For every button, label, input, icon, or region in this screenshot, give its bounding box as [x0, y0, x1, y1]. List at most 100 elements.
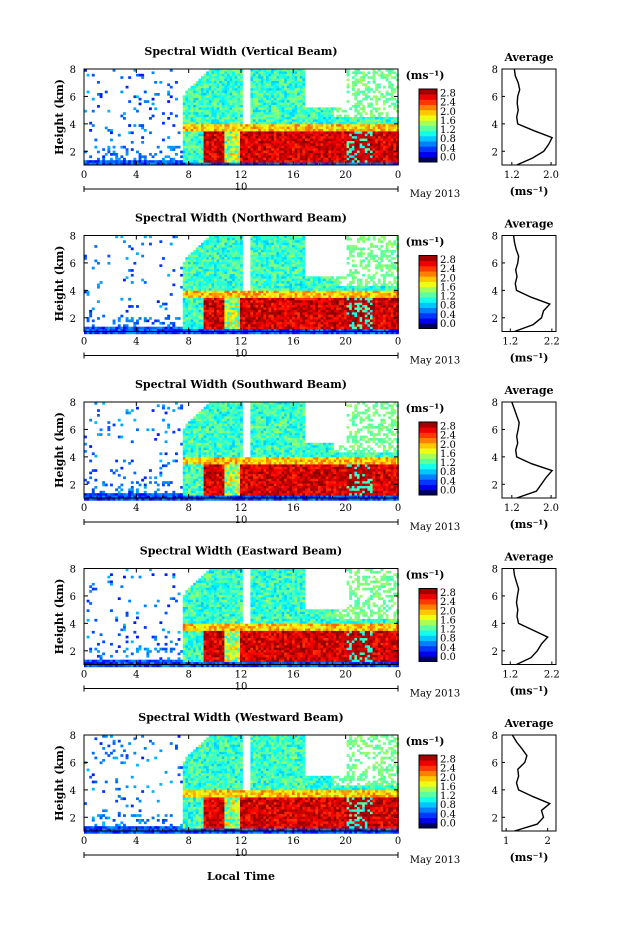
x-tick-label: 16 — [287, 503, 300, 514]
colorbar-tick-label: 1.2 — [440, 791, 456, 802]
colorbar-tick-label: 2.8 — [440, 422, 456, 433]
y-tick-label: 8 — [70, 565, 76, 576]
colorbar-tick-label: 2.4 — [440, 597, 456, 608]
x-axis-label: Local Time — [207, 870, 275, 883]
profile-y-tick-label: 2 — [492, 147, 498, 158]
profile-unit: (ms⁻¹) — [510, 518, 549, 531]
colorbar-band — [419, 781, 437, 787]
colorbar-band — [419, 604, 437, 610]
panel-title: Spectral Width (Eastward Beam) — [140, 545, 342, 558]
y-tick-label: 6 — [70, 259, 76, 270]
colorbar-band — [419, 281, 437, 288]
x-tick-label: 0 — [395, 670, 401, 681]
profile-frame — [501, 401, 557, 499]
colorbar-tick-label: 0.0 — [440, 319, 456, 330]
colorbar-band — [419, 109, 437, 116]
colorbar-band — [419, 135, 437, 142]
y-tick-label: 8 — [70, 731, 76, 742]
colorbar-tick-label: 2.8 — [440, 255, 456, 266]
colorbar-tick-label: 2.0 — [440, 440, 456, 451]
colorbar-frame — [418, 588, 438, 662]
y-tick-label: 4 — [70, 286, 76, 297]
y-axis-label: Height (km) — [53, 79, 66, 155]
colorbar-tick-label: 0.8 — [440, 467, 456, 478]
panel-0: Spectral Width (Vertical Beam)0 4 8 12 16 20 0… — [53, 45, 559, 200]
x-tick-label: 8 — [185, 503, 191, 514]
profile-y-tick-label: 8 — [492, 65, 498, 76]
profile-x-tick-label: 1.2 — [504, 503, 520, 514]
colorbar-tick-label: 2.8 — [440, 588, 456, 599]
y-axis-label: Height (km) — [53, 412, 66, 488]
colorbar-band — [419, 651, 437, 657]
colorbar-tick-label: 2.4 — [440, 98, 456, 109]
profile-unit: (ms⁻¹) — [510, 851, 549, 864]
x-tick-label: 4 — [133, 170, 139, 181]
profile-y-tick-label: 2 — [492, 480, 498, 491]
day-label: 10 — [235, 515, 248, 526]
x-tick-label: 20 — [339, 836, 352, 847]
colorbar-band — [419, 297, 437, 303]
colorbar-tick-label: 1.2 — [440, 125, 456, 136]
x-tick-label: 12 — [235, 337, 248, 348]
x-tick-label: 12 — [235, 170, 248, 181]
colorbar-unit: (ms⁻¹) — [406, 569, 445, 582]
colorbar-band — [419, 292, 437, 298]
profile-title: Average — [503, 551, 553, 564]
average-profile: Average 2 4 6 8 1.2 2.2 (ms⁻¹) — [492, 551, 560, 698]
colorbar-band — [419, 89, 437, 95]
colorbar-band — [419, 640, 437, 647]
colorbar-tick-label: 0.8 — [440, 134, 456, 145]
y-tick-label: 2 — [70, 647, 76, 658]
y-tick-label: 8 — [70, 398, 76, 409]
profile-title: Average — [503, 717, 553, 730]
average-profile: Average 2 4 6 8 1.2 2.2 (ms⁻¹) — [492, 218, 560, 365]
colorbar-band — [419, 791, 437, 798]
y-tick-label: 8 — [70, 65, 76, 76]
colorbar-band — [419, 276, 437, 282]
colorbar-band — [419, 593, 437, 600]
profile-x-tick-label: 1.2 — [504, 170, 520, 181]
date-label: May 2013 — [410, 522, 460, 533]
colorbar: 0.00.40.81.21.62.02.42.8 — [418, 588, 456, 663]
day-label: 10 — [235, 182, 248, 193]
profile-y-tick-label: 6 — [492, 259, 498, 270]
x-tick-label: 0 — [81, 503, 87, 514]
colorbar-band — [419, 770, 437, 777]
colorbar-band — [419, 302, 437, 308]
profile-y-tick-label: 4 — [492, 286, 498, 297]
day-label: 10 — [235, 349, 248, 360]
colorbar-band — [419, 141, 437, 147]
colorbar-band — [419, 94, 437, 100]
profile-unit: (ms⁻¹) — [510, 685, 549, 698]
colorbar-band — [419, 598, 437, 605]
colorbar-tick-label: 2.4 — [440, 264, 456, 275]
x-tick-label: 8 — [185, 337, 191, 348]
colorbar-band — [419, 786, 437, 792]
panel-title: Spectral Width (Westward Beam) — [138, 711, 343, 724]
colorbar-unit: (ms⁻¹) — [406, 236, 445, 249]
x-tick-label: 0 — [395, 503, 401, 514]
colorbar-band — [419, 801, 437, 808]
x-tick-label: 12 — [235, 670, 248, 681]
colorbar-band — [419, 755, 437, 761]
colorbar-band — [419, 625, 437, 631]
colorbar-band — [419, 645, 437, 652]
colorbar-tick-label: 2.4 — [440, 764, 456, 775]
colorbar-band — [419, 437, 437, 444]
colorbar-band — [419, 318, 437, 324]
x-tick-label: 16 — [287, 170, 300, 181]
colorbar-band — [419, 489, 437, 496]
profile-title: Average — [503, 384, 553, 397]
colorbar-tick-label: 0.4 — [440, 809, 456, 820]
profile-x-tick-label: 2.2 — [544, 337, 560, 348]
colorbar-band — [419, 760, 437, 766]
x-tick-label: 0 — [395, 170, 401, 181]
x-tick-label: 12 — [235, 836, 248, 847]
colorbar-band — [419, 146, 437, 152]
profile-title: Average — [503, 218, 553, 231]
x-tick-label: 12 — [235, 503, 248, 514]
profile-y-tick-label: 4 — [492, 120, 498, 131]
colorbar-band — [419, 130, 437, 137]
panel-1: Spectral Width (Northward Beam)0 4 8 12 16 20… — [53, 212, 560, 367]
